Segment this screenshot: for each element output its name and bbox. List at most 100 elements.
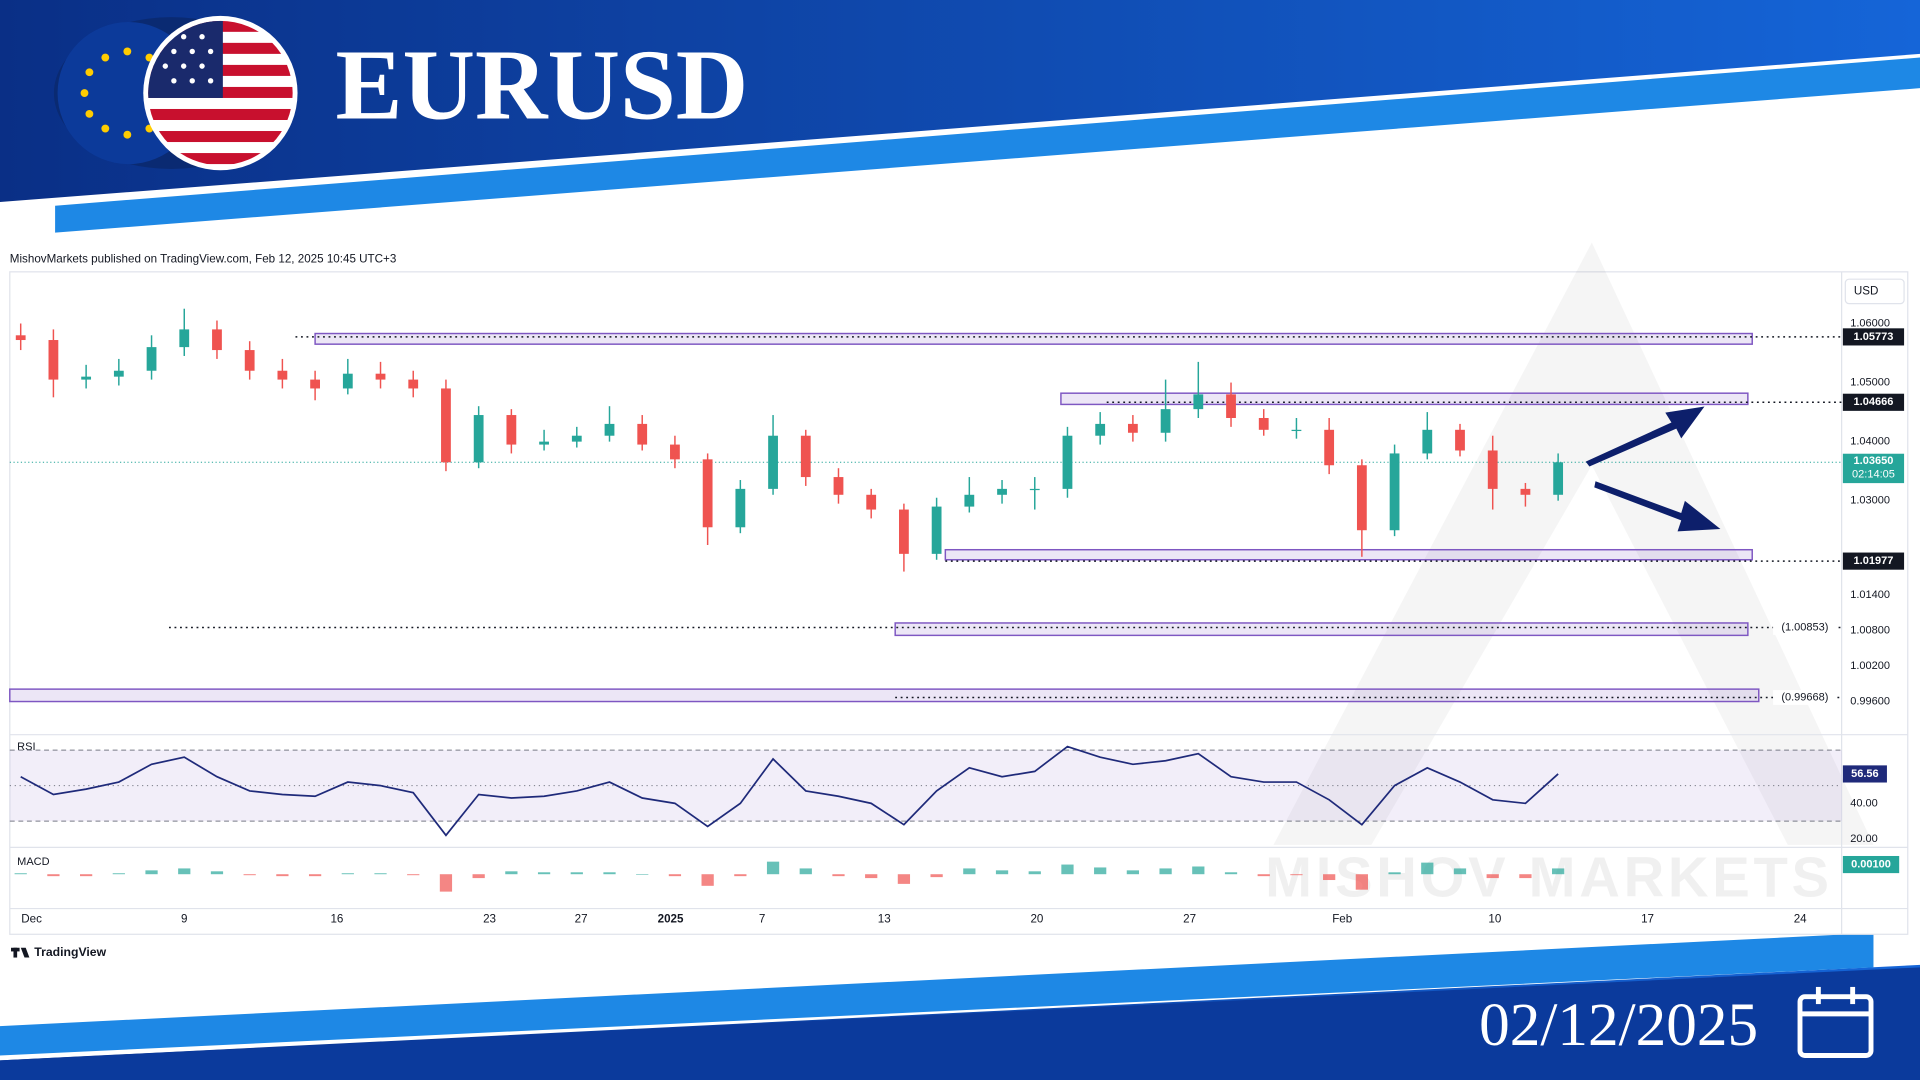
macd-bar [341,873,354,875]
candle-body [81,376,92,380]
x-tick-label: 23 [483,913,496,926]
macd-bar [668,874,682,877]
candle-body [866,494,877,510]
candle-body [637,423,648,445]
candle-body [1193,394,1204,410]
macd-bar [407,874,420,876]
macd-bar [930,874,943,878]
candle-body [1389,453,1400,531]
candle-body [146,347,157,371]
y-tick-label: 1.01400 [1850,589,1890,601]
candle-body [702,459,713,528]
zone [314,332,1753,345]
macd-bar [1552,868,1565,875]
x-tick-label: 2025 [658,913,684,926]
macd-bar [963,868,976,875]
macd-bar [701,874,714,886]
candle-body [244,350,255,371]
y-tick-label: 1.00800 [1850,625,1890,637]
title: EURUSD [336,30,749,141]
chart-frame [9,271,1909,935]
macd-bar [276,874,289,877]
candle-body [964,494,975,507]
y-tick-label: 1.05000 [1850,376,1890,388]
tv-logo [11,947,30,958]
level-label-bg [1773,620,1837,635]
macd-bar [766,861,780,875]
date: 02/12/2025 [1479,991,1758,1059]
level-label: 1.01977 [1854,555,1894,567]
level-label: 1.04666 [1854,396,1894,408]
candle-body [539,441,549,445]
macd-bar [210,871,224,875]
zone [1060,392,1749,406]
footer-brand: TradingView [34,945,106,959]
macd-bar [537,872,551,875]
candle-body [571,435,582,442]
macd-bar [1192,866,1205,875]
plot: Dec 9 16 23 27 2025 7 13 20 27 Feb 10 17 24 1.06000 1.0… [9,308,1905,926]
footer-strip [0,933,1874,1056]
x-tick-label: Dec [21,913,42,926]
y-tick-label: 1.04000 [1850,436,1890,448]
y-tick-label: 1.06000 [1850,317,1890,329]
macd-tick-label: 0.00100 [1851,858,1891,870]
level-label-box [1842,328,1905,346]
level-label-bg [1773,690,1837,705]
candle-body [1160,409,1171,433]
candle-body [506,415,517,445]
y-tick-label: 1.00200 [1850,660,1890,672]
macd-bar [603,872,616,875]
y-tick-label: 1.03000 [1850,495,1890,507]
macd-bar [243,874,256,876]
watermark: MISHOV MARKETS [1265,846,1833,909]
macd-bar [1323,874,1336,881]
macd-bar [1126,870,1140,875]
macd-bar [865,874,878,879]
macd-bar [995,870,1009,875]
macd-bar [505,871,518,875]
macd-bar [897,874,911,884]
last-price-label: 1.03650 [1854,455,1894,467]
x-tick-label: 20 [1030,913,1043,926]
candle-body [113,370,124,377]
calendar-icon [1797,986,1874,1058]
footer-base [0,967,1920,1080]
rsi-tick-label: 20.00 [1850,833,1878,845]
macd-bar [145,870,158,875]
macd-bar [1421,862,1434,875]
macd-bar [1061,864,1074,875]
us-flag [148,20,293,166]
macd-bar [374,873,387,875]
last-price-box [1842,453,1905,484]
x-tick-label: 10 [1488,913,1501,926]
x-tick-label: 13 [878,913,891,926]
currency: USD [1854,285,1879,298]
macd-bar [80,874,93,877]
rsi-last-label: 56.56 [1851,768,1879,780]
level-label: (0.99668) [1781,691,1828,703]
candle-body [375,373,386,380]
candle-body [15,335,26,341]
candle-body [179,329,190,348]
macd-bar [1355,874,1368,890]
candle-body [1291,429,1302,432]
candle-body [768,435,778,489]
candle-body [1455,429,1465,451]
macd-bar [832,874,845,877]
macd-label: MACD [17,856,49,868]
header-strip [55,57,1920,233]
candle-body [1356,465,1367,531]
level-label: (1.00853) [1781,621,1828,633]
candle-body [1487,450,1498,489]
candle-body [277,370,288,380]
published-note: MishovMarkets published on TradingView.c… [10,253,397,266]
candle-body [1226,394,1236,418]
x-tick-label: 27 [575,913,588,926]
candle-body [342,373,353,389]
header-band [0,0,1920,203]
rsi-last-box [1842,765,1887,783]
macd-bar [439,874,453,892]
macd-bar [14,873,27,875]
